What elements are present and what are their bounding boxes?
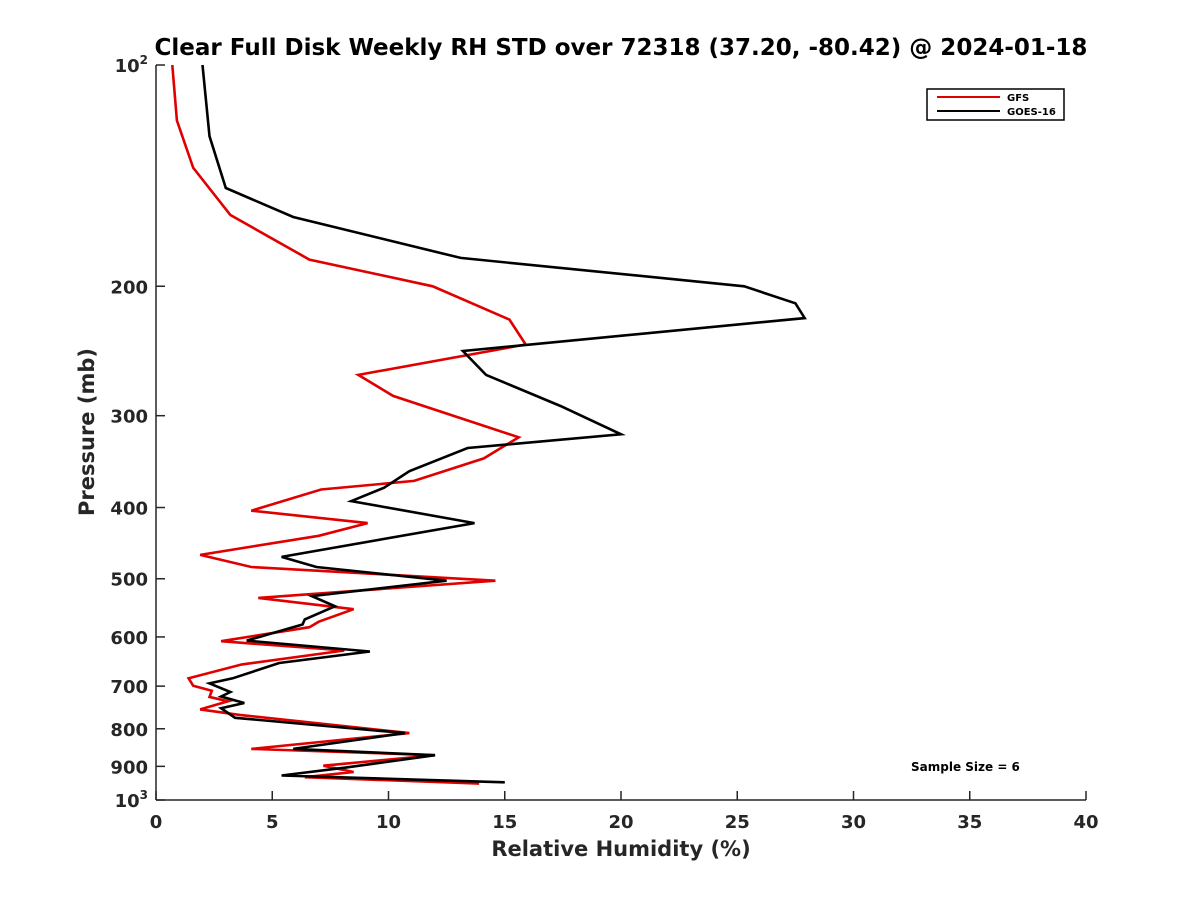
x-tick-label: 10 xyxy=(376,812,401,833)
y-tick-label: 300 xyxy=(110,407,148,428)
x-tick-label: 20 xyxy=(608,812,633,833)
x-ticks: 0 5 10 15 20 25 30 35 40 xyxy=(150,791,1099,833)
legend-box xyxy=(926,88,1065,121)
legend-label-goes16: GOES-16 xyxy=(1007,107,1056,118)
y-tick-label: 900 xyxy=(110,757,148,778)
y-tick-label: 600 xyxy=(110,628,148,649)
x-tick-label: 5 xyxy=(266,812,279,833)
series-line-goes16 xyxy=(201,64,807,784)
y-tick-label: 400 xyxy=(110,499,148,520)
x-tick-label: 15 xyxy=(492,812,517,833)
legend: GFS GOES-16 xyxy=(926,88,1065,121)
y-tick-base: 10 xyxy=(115,791,140,812)
legend-label-gfs: GFS xyxy=(1007,93,1029,104)
y-tick-exponent: 3 xyxy=(140,788,148,802)
x-tick-label: 35 xyxy=(957,812,982,833)
y-tick-label: 103 xyxy=(115,788,148,812)
y-tick-label: 200 xyxy=(110,277,148,298)
x-tick-label: 40 xyxy=(1073,812,1098,833)
x-tick-label: 30 xyxy=(841,812,866,833)
y-tick-base: 10 xyxy=(115,56,140,77)
series-lines xyxy=(171,64,807,785)
x-axis-label: Relative Humidity (%) xyxy=(491,837,750,861)
x-tick-label: 25 xyxy=(725,812,750,833)
y-tick-exponent: 2 xyxy=(140,53,148,67)
series-line-gfs xyxy=(171,64,528,785)
chart-title: Clear Full Disk Weekly RH STD over 72318… xyxy=(155,35,1088,61)
y-axis-label: Pressure (mb) xyxy=(75,348,99,516)
y-tick-label: 700 xyxy=(110,677,148,698)
sample-size-annotation: Sample Size = 6 xyxy=(911,760,1020,774)
y-tick-label: 102 xyxy=(115,53,148,77)
x-tick-label: 0 xyxy=(150,812,163,833)
y-tick-label: 800 xyxy=(110,720,148,741)
y-tick-label: 500 xyxy=(110,570,148,591)
